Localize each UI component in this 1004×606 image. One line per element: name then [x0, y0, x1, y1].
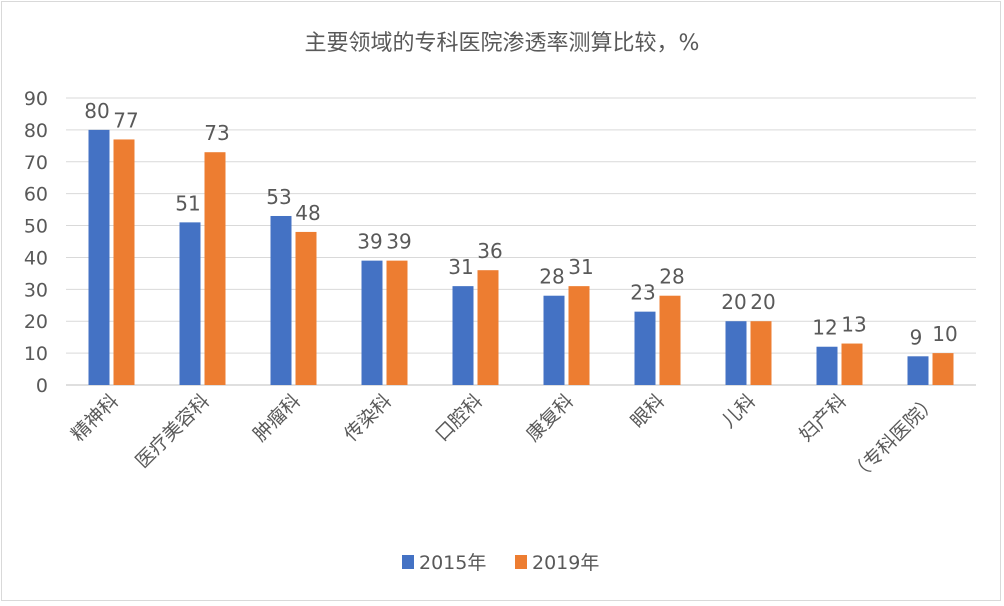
bar-2015: [270, 215, 292, 385]
data-label: 28: [539, 265, 564, 289]
x-tick-label: 眼科: [627, 390, 669, 432]
data-label: 31: [568, 255, 593, 279]
bar-2015: [361, 260, 383, 385]
y-tick-label: 20: [24, 311, 48, 333]
x-tick-label: 医疗美容科: [131, 390, 214, 473]
data-label: 31: [448, 255, 473, 279]
y-tick-label: 60: [24, 184, 48, 206]
bar-2015: [452, 286, 474, 385]
bar-2015: [816, 346, 838, 385]
chart-title: 主要领域的专科医院渗透率测算比较，%: [305, 31, 700, 56]
data-label: 20: [750, 290, 775, 314]
bar-2019: [204, 152, 226, 385]
data-label: 73: [204, 121, 229, 145]
legend-label: 2019年: [532, 552, 599, 574]
y-tick-label: 70: [24, 152, 48, 174]
x-tick-label: 妇产科: [795, 390, 851, 446]
y-tick-label: 10: [24, 343, 48, 365]
y-tick-label: 50: [24, 216, 48, 238]
x-tick-label: 肿瘤科: [249, 390, 305, 446]
data-label: 36: [477, 239, 502, 263]
bar-2019: [113, 139, 135, 385]
bar-2019: [477, 270, 499, 385]
data-label: 53: [266, 185, 291, 209]
x-tick-label: 儿科: [718, 390, 760, 432]
bar-2019: [841, 343, 863, 385]
data-label: 9: [910, 325, 923, 349]
data-label: 39: [357, 230, 382, 254]
y-tick-label: 0: [36, 375, 48, 397]
x-tick-label: 精神科: [67, 390, 123, 446]
y-tick-label: 90: [24, 88, 48, 110]
bar-2015: [88, 129, 110, 385]
y-tick-label: 30: [24, 279, 48, 301]
bar-2019: [932, 353, 954, 385]
data-label: 39: [386, 230, 411, 254]
data-label: 80: [84, 99, 109, 123]
y-tick-label: 40: [24, 247, 48, 269]
data-label: 13: [841, 313, 866, 337]
legend-label: 2015年: [419, 552, 486, 574]
data-label: 20: [721, 290, 746, 314]
legend-swatch-2019: [515, 555, 527, 569]
x-tick-label: 康复科: [522, 390, 578, 446]
bar-2019: [568, 286, 590, 385]
bar-2015: [907, 356, 929, 385]
data-label: 28: [659, 265, 684, 289]
x-tick-label: 口腔科: [431, 390, 487, 446]
data-label: 48: [295, 201, 320, 225]
data-label: 10: [932, 322, 957, 346]
bar-2019: [386, 260, 408, 385]
x-tick-label: （专科医院）: [846, 390, 942, 486]
bar-2019: [750, 321, 772, 385]
data-label: 51: [175, 191, 200, 215]
legend-swatch-2015: [402, 555, 414, 569]
y-tick-label: 80: [24, 120, 48, 142]
bar-2019: [295, 231, 317, 385]
bar-2015: [634, 311, 656, 385]
x-tick-label: 传染科: [340, 390, 396, 446]
bar-2015: [543, 295, 565, 385]
data-label: 12: [812, 316, 837, 340]
bar-2015: [725, 321, 747, 385]
data-label: 23: [630, 281, 655, 305]
data-label: 77: [113, 108, 138, 132]
bar-2019: [659, 295, 681, 385]
bar-2015: [179, 222, 201, 385]
